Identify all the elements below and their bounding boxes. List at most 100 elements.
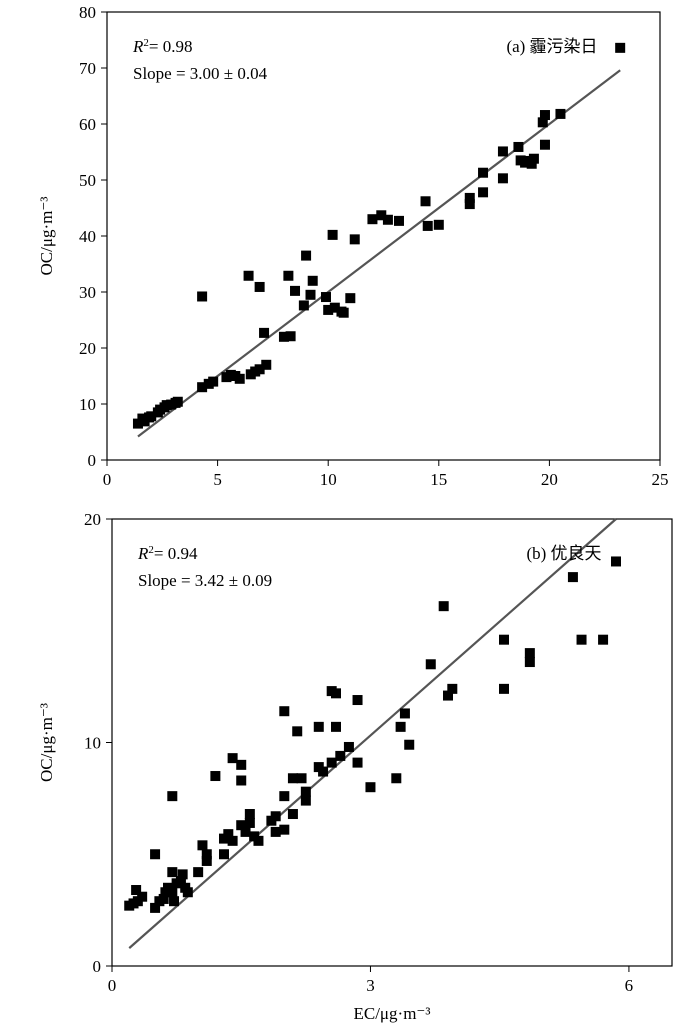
- panel-a-data-point: [539, 110, 550, 121]
- panel-b-data-point: [331, 688, 341, 699]
- panel-a-data-point: [367, 214, 378, 225]
- panel-b-data-point: [499, 634, 509, 645]
- panel-a-data-point: [376, 210, 387, 221]
- panel-a-data-point: [338, 307, 349, 318]
- panel-a-data-point: [261, 359, 272, 370]
- panel-b-data-point: [150, 849, 161, 860]
- panel-b-data-point: [524, 657, 535, 668]
- panel-b-data-point: [287, 809, 298, 820]
- panel-b-data-point: [352, 695, 363, 706]
- panel-b-data-point: [169, 896, 180, 907]
- panel-a-data-point: [243, 270, 254, 281]
- panel-b-data-point: [335, 750, 346, 761]
- panel-b-data-point: [404, 739, 415, 750]
- panel-a-data-point: [197, 382, 208, 393]
- panel-b-x-axis-label: EC/μg·m⁻³: [353, 1004, 430, 1023]
- panel-a-data-point: [327, 229, 338, 240]
- panel-a-data-point: [513, 141, 524, 152]
- panel-b-data-point: [292, 726, 303, 737]
- panel-a-data-point: [345, 293, 356, 304]
- panel-b-data-point: [524, 648, 535, 659]
- panel-a-data-point: [132, 418, 143, 429]
- panel-a-data-point: [259, 327, 270, 338]
- panel-b-data-point: [210, 771, 221, 782]
- panel-b-data-point: [236, 759, 247, 770]
- panel-a-chart: 0 5 10 15 20 25 0 10 20 30 40 50 60 70 80 R2= 0.98 Slo…: [37, 3, 669, 489]
- panel-a-data-point: [615, 42, 626, 53]
- panel-b-data-point: [499, 683, 509, 694]
- panel-a-data-point: [422, 220, 433, 231]
- panel-a-r2-label: R2= 0.98: [132, 37, 192, 56]
- panel-b-data-point: [611, 556, 621, 567]
- panel-a-x-tick-label: 5: [213, 470, 222, 489]
- panel-a-data-point: [283, 270, 294, 281]
- panel-b-r2-label: R2= 0.94: [137, 544, 198, 563]
- panel-a-axes: 0 5 10 15 20 25 0 10 20 30 40 50 60 70 80: [79, 3, 669, 489]
- panel-a-data-point: [254, 281, 265, 292]
- panel-b-data-point: [150, 902, 161, 913]
- panel-b-data-point: [182, 887, 193, 898]
- panel-a-data-point: [528, 153, 539, 164]
- panel-b-data-point: [270, 826, 281, 837]
- panel-b-chart: 0 3 6 0 10 20 R2= 0.94 Slope = 3.42 ± 0.09 (b…: [37, 510, 673, 1023]
- panel-b-fit-line: [128, 518, 617, 949]
- panel-a-x-tick-label: 20: [541, 470, 558, 489]
- panel-b-data-point: [598, 634, 609, 645]
- panel-b-axes: 0 3 6 0 10 20: [84, 510, 633, 995]
- panel-b-points: [124, 556, 621, 913]
- panel-b-data-point: [201, 849, 212, 860]
- panel-a-data-point: [420, 196, 431, 207]
- panel-a-data-point: [393, 215, 404, 226]
- panel-a-x-tick-label: 10: [320, 470, 337, 489]
- panel-b-data-point: [395, 721, 406, 732]
- panel-b-data-point: [131, 885, 142, 896]
- panel-a-y-tick-label: 10: [79, 395, 96, 414]
- panel-b-data-point: [175, 876, 186, 887]
- panel-b-data-point: [576, 634, 587, 645]
- panel-a-data-point: [290, 285, 301, 296]
- panel-a-data-point: [497, 173, 508, 184]
- panel-b-data-point: [137, 891, 148, 902]
- panel-b-data-point: [167, 791, 178, 802]
- panel-a-y-tick-label: 40: [79, 227, 96, 246]
- panel-b-x-tick-label: 3: [366, 976, 375, 995]
- panel-b-data-point: [567, 572, 578, 583]
- panel-b-data-point: [253, 835, 264, 846]
- panel-b-data-point: [219, 849, 229, 860]
- panel-b-data-point: [279, 791, 290, 802]
- panel-a-y-tick-label: 30: [79, 283, 96, 302]
- panel-b-data-point: [296, 773, 307, 784]
- panel-a-data-point: [197, 291, 208, 302]
- panel-a-data-point: [349, 234, 360, 245]
- panel-b-data-point: [236, 775, 247, 786]
- panel-b-data-point: [447, 683, 458, 694]
- panel-a-data-point: [301, 250, 312, 261]
- panel-b-data-point: [177, 869, 188, 880]
- panel-a-data-point: [307, 275, 318, 286]
- panel-a-data-point: [433, 219, 444, 230]
- panel-a-data-point: [323, 304, 334, 315]
- panel-a-r2-value: = 0.98: [149, 37, 193, 56]
- panel-a-data-point: [382, 214, 393, 225]
- panel-b-data-point: [167, 867, 178, 878]
- panel-b-data-point: [279, 706, 290, 717]
- panel-b-y-tick-label: 0: [93, 957, 102, 976]
- panel-a-data-point: [464, 192, 475, 203]
- panel-b-data-point: [331, 721, 341, 732]
- panel-b-data-point: [287, 773, 298, 784]
- panel-a-y-tick-label: 60: [79, 115, 96, 134]
- panel-b-data-point: [227, 835, 238, 846]
- panel-a-y-tick-label: 50: [79, 171, 96, 190]
- panel-a-data-point: [172, 396, 183, 407]
- panel-a-data-point: [497, 146, 508, 157]
- panel-a-data-point: [526, 158, 537, 169]
- panel-b-r2-value: = 0.94: [154, 544, 198, 563]
- panel-a-data-point: [537, 117, 548, 128]
- panel-b-data-point: [201, 855, 212, 866]
- panel-b-data-point: [167, 887, 178, 898]
- panel-b-data-point: [343, 741, 354, 752]
- panel-b-data-point: [158, 893, 169, 904]
- panel-b-data-point: [279, 824, 290, 835]
- panel-b-y-tick-label: 20: [84, 510, 101, 529]
